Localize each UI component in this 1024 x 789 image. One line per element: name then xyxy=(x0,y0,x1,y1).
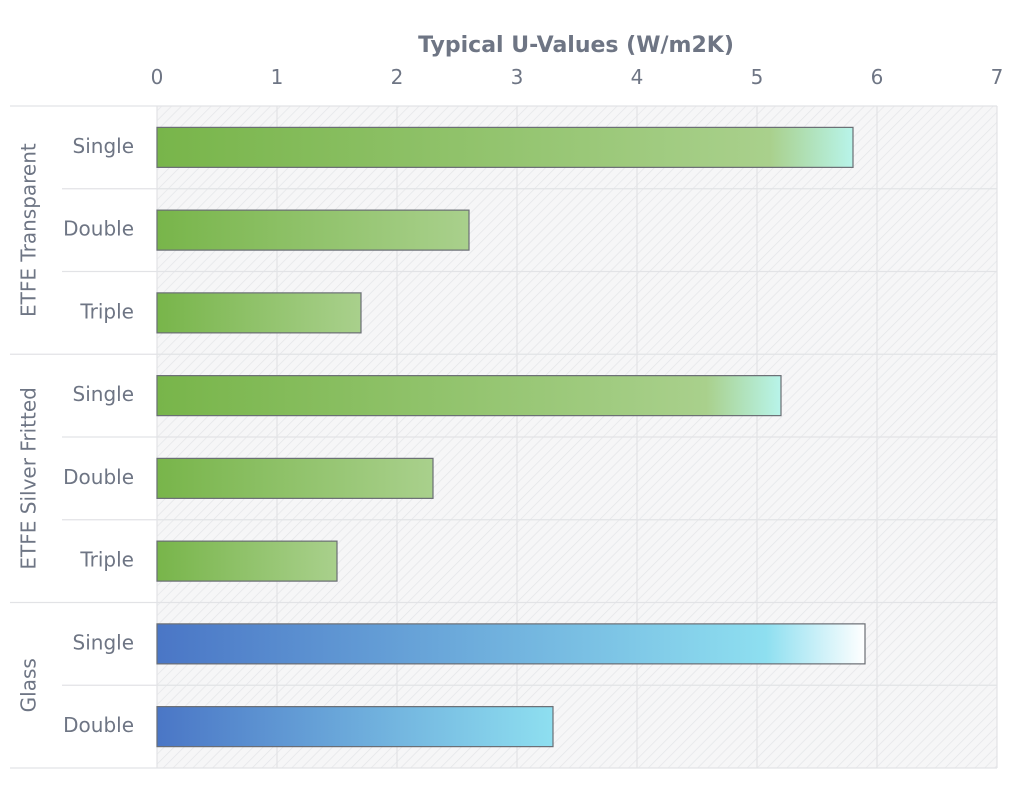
x-tick-label: 4 xyxy=(631,65,644,89)
group-label: Glass xyxy=(17,658,41,712)
bar xyxy=(156,623,866,665)
bar xyxy=(156,457,434,499)
category-label: Triple xyxy=(79,299,134,323)
bar xyxy=(156,209,470,251)
group-label: ETFE Silver Fritted xyxy=(17,387,41,569)
category-label: Single xyxy=(73,382,134,406)
bar xyxy=(156,292,362,334)
bar xyxy=(156,706,554,748)
category-label: Triple xyxy=(79,548,134,572)
category-label: Single xyxy=(73,630,134,654)
bar xyxy=(156,540,338,582)
x-tick-label: 2 xyxy=(391,65,404,89)
group-label: ETFE Transparent xyxy=(17,143,41,317)
category-label: Double xyxy=(63,713,134,737)
x-tick-label: 6 xyxy=(871,65,884,89)
category-label: Double xyxy=(63,465,134,489)
x-tick-label: 5 xyxy=(751,65,764,89)
x-tick-label: 3 xyxy=(511,65,524,89)
chart-title: Typical U-Values (W/m2K) xyxy=(418,33,734,58)
x-tick-label: 1 xyxy=(271,65,284,89)
bar xyxy=(156,126,854,168)
category-label: Single xyxy=(73,134,134,158)
bar xyxy=(156,375,782,417)
x-tick-label: 7 xyxy=(991,65,1004,89)
category-label: Double xyxy=(63,217,134,241)
x-tick-label: 0 xyxy=(151,65,164,89)
